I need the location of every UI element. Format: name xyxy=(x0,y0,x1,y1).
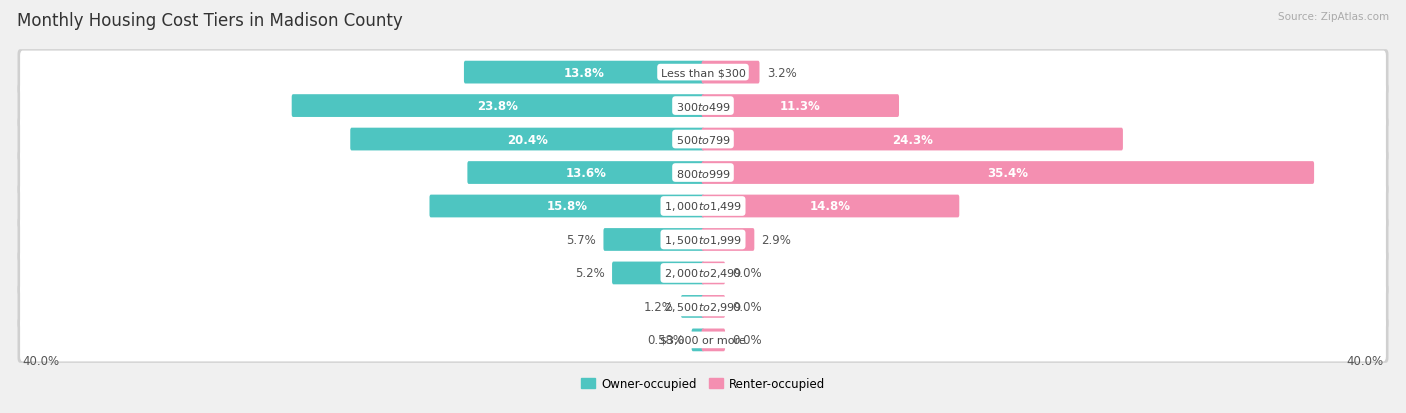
Text: 0.0%: 0.0% xyxy=(733,267,762,280)
Text: Source: ZipAtlas.com: Source: ZipAtlas.com xyxy=(1278,12,1389,22)
FancyBboxPatch shape xyxy=(692,329,704,351)
FancyBboxPatch shape xyxy=(20,52,1386,95)
Text: $2,500 to $2,999: $2,500 to $2,999 xyxy=(664,300,742,313)
Text: Monthly Housing Cost Tiers in Madison County: Monthly Housing Cost Tiers in Madison Co… xyxy=(17,12,402,30)
FancyBboxPatch shape xyxy=(17,150,1389,196)
Text: $3,000 or more: $3,000 or more xyxy=(661,335,745,345)
FancyBboxPatch shape xyxy=(17,284,1389,330)
Text: 23.8%: 23.8% xyxy=(478,100,519,113)
FancyBboxPatch shape xyxy=(612,262,704,285)
Text: 0.0%: 0.0% xyxy=(733,334,762,347)
Text: $300 to $499: $300 to $499 xyxy=(675,100,731,112)
Text: $1,500 to $1,999: $1,500 to $1,999 xyxy=(664,233,742,247)
FancyBboxPatch shape xyxy=(20,285,1386,328)
FancyBboxPatch shape xyxy=(350,128,704,151)
FancyBboxPatch shape xyxy=(17,83,1389,129)
Text: 40.0%: 40.0% xyxy=(22,354,60,367)
FancyBboxPatch shape xyxy=(702,95,898,118)
Text: 13.8%: 13.8% xyxy=(564,66,605,79)
Text: 15.8%: 15.8% xyxy=(547,200,588,213)
Text: 14.8%: 14.8% xyxy=(810,200,851,213)
Text: 40.0%: 40.0% xyxy=(1346,354,1384,367)
FancyBboxPatch shape xyxy=(702,162,1315,185)
FancyBboxPatch shape xyxy=(20,118,1386,161)
FancyBboxPatch shape xyxy=(20,85,1386,128)
Text: 20.4%: 20.4% xyxy=(508,133,548,146)
FancyBboxPatch shape xyxy=(702,228,755,251)
FancyBboxPatch shape xyxy=(20,318,1386,361)
Text: 11.3%: 11.3% xyxy=(780,100,821,113)
FancyBboxPatch shape xyxy=(702,262,725,285)
Text: 35.4%: 35.4% xyxy=(987,166,1028,180)
Text: Less than $300: Less than $300 xyxy=(661,68,745,78)
FancyBboxPatch shape xyxy=(467,162,704,185)
FancyBboxPatch shape xyxy=(20,152,1386,195)
Text: 13.6%: 13.6% xyxy=(565,166,606,180)
Text: 5.7%: 5.7% xyxy=(567,233,596,247)
Legend: Owner-occupied, Renter-occupied: Owner-occupied, Renter-occupied xyxy=(576,373,830,395)
FancyBboxPatch shape xyxy=(702,62,759,84)
FancyBboxPatch shape xyxy=(17,184,1389,229)
Text: 0.58%: 0.58% xyxy=(647,334,685,347)
Text: 24.3%: 24.3% xyxy=(891,133,932,146)
FancyBboxPatch shape xyxy=(702,195,959,218)
Text: 5.2%: 5.2% xyxy=(575,267,605,280)
Text: $500 to $799: $500 to $799 xyxy=(675,134,731,146)
FancyBboxPatch shape xyxy=(464,62,704,84)
FancyBboxPatch shape xyxy=(702,295,725,318)
Text: $2,000 to $2,499: $2,000 to $2,499 xyxy=(664,267,742,280)
FancyBboxPatch shape xyxy=(603,228,704,251)
Text: 3.2%: 3.2% xyxy=(766,66,796,79)
Text: 2.9%: 2.9% xyxy=(762,233,792,247)
FancyBboxPatch shape xyxy=(681,295,704,318)
FancyBboxPatch shape xyxy=(20,218,1386,261)
Text: 1.2%: 1.2% xyxy=(644,300,673,313)
Text: $800 to $999: $800 to $999 xyxy=(675,167,731,179)
FancyBboxPatch shape xyxy=(17,250,1389,296)
FancyBboxPatch shape xyxy=(17,50,1389,96)
FancyBboxPatch shape xyxy=(20,185,1386,228)
Text: $1,000 to $1,499: $1,000 to $1,499 xyxy=(664,200,742,213)
FancyBboxPatch shape xyxy=(702,128,1123,151)
Text: 0.0%: 0.0% xyxy=(733,300,762,313)
FancyBboxPatch shape xyxy=(429,195,704,218)
FancyBboxPatch shape xyxy=(702,329,725,351)
FancyBboxPatch shape xyxy=(17,317,1389,363)
FancyBboxPatch shape xyxy=(17,217,1389,263)
FancyBboxPatch shape xyxy=(20,252,1386,295)
FancyBboxPatch shape xyxy=(291,95,704,118)
FancyBboxPatch shape xyxy=(17,117,1389,163)
